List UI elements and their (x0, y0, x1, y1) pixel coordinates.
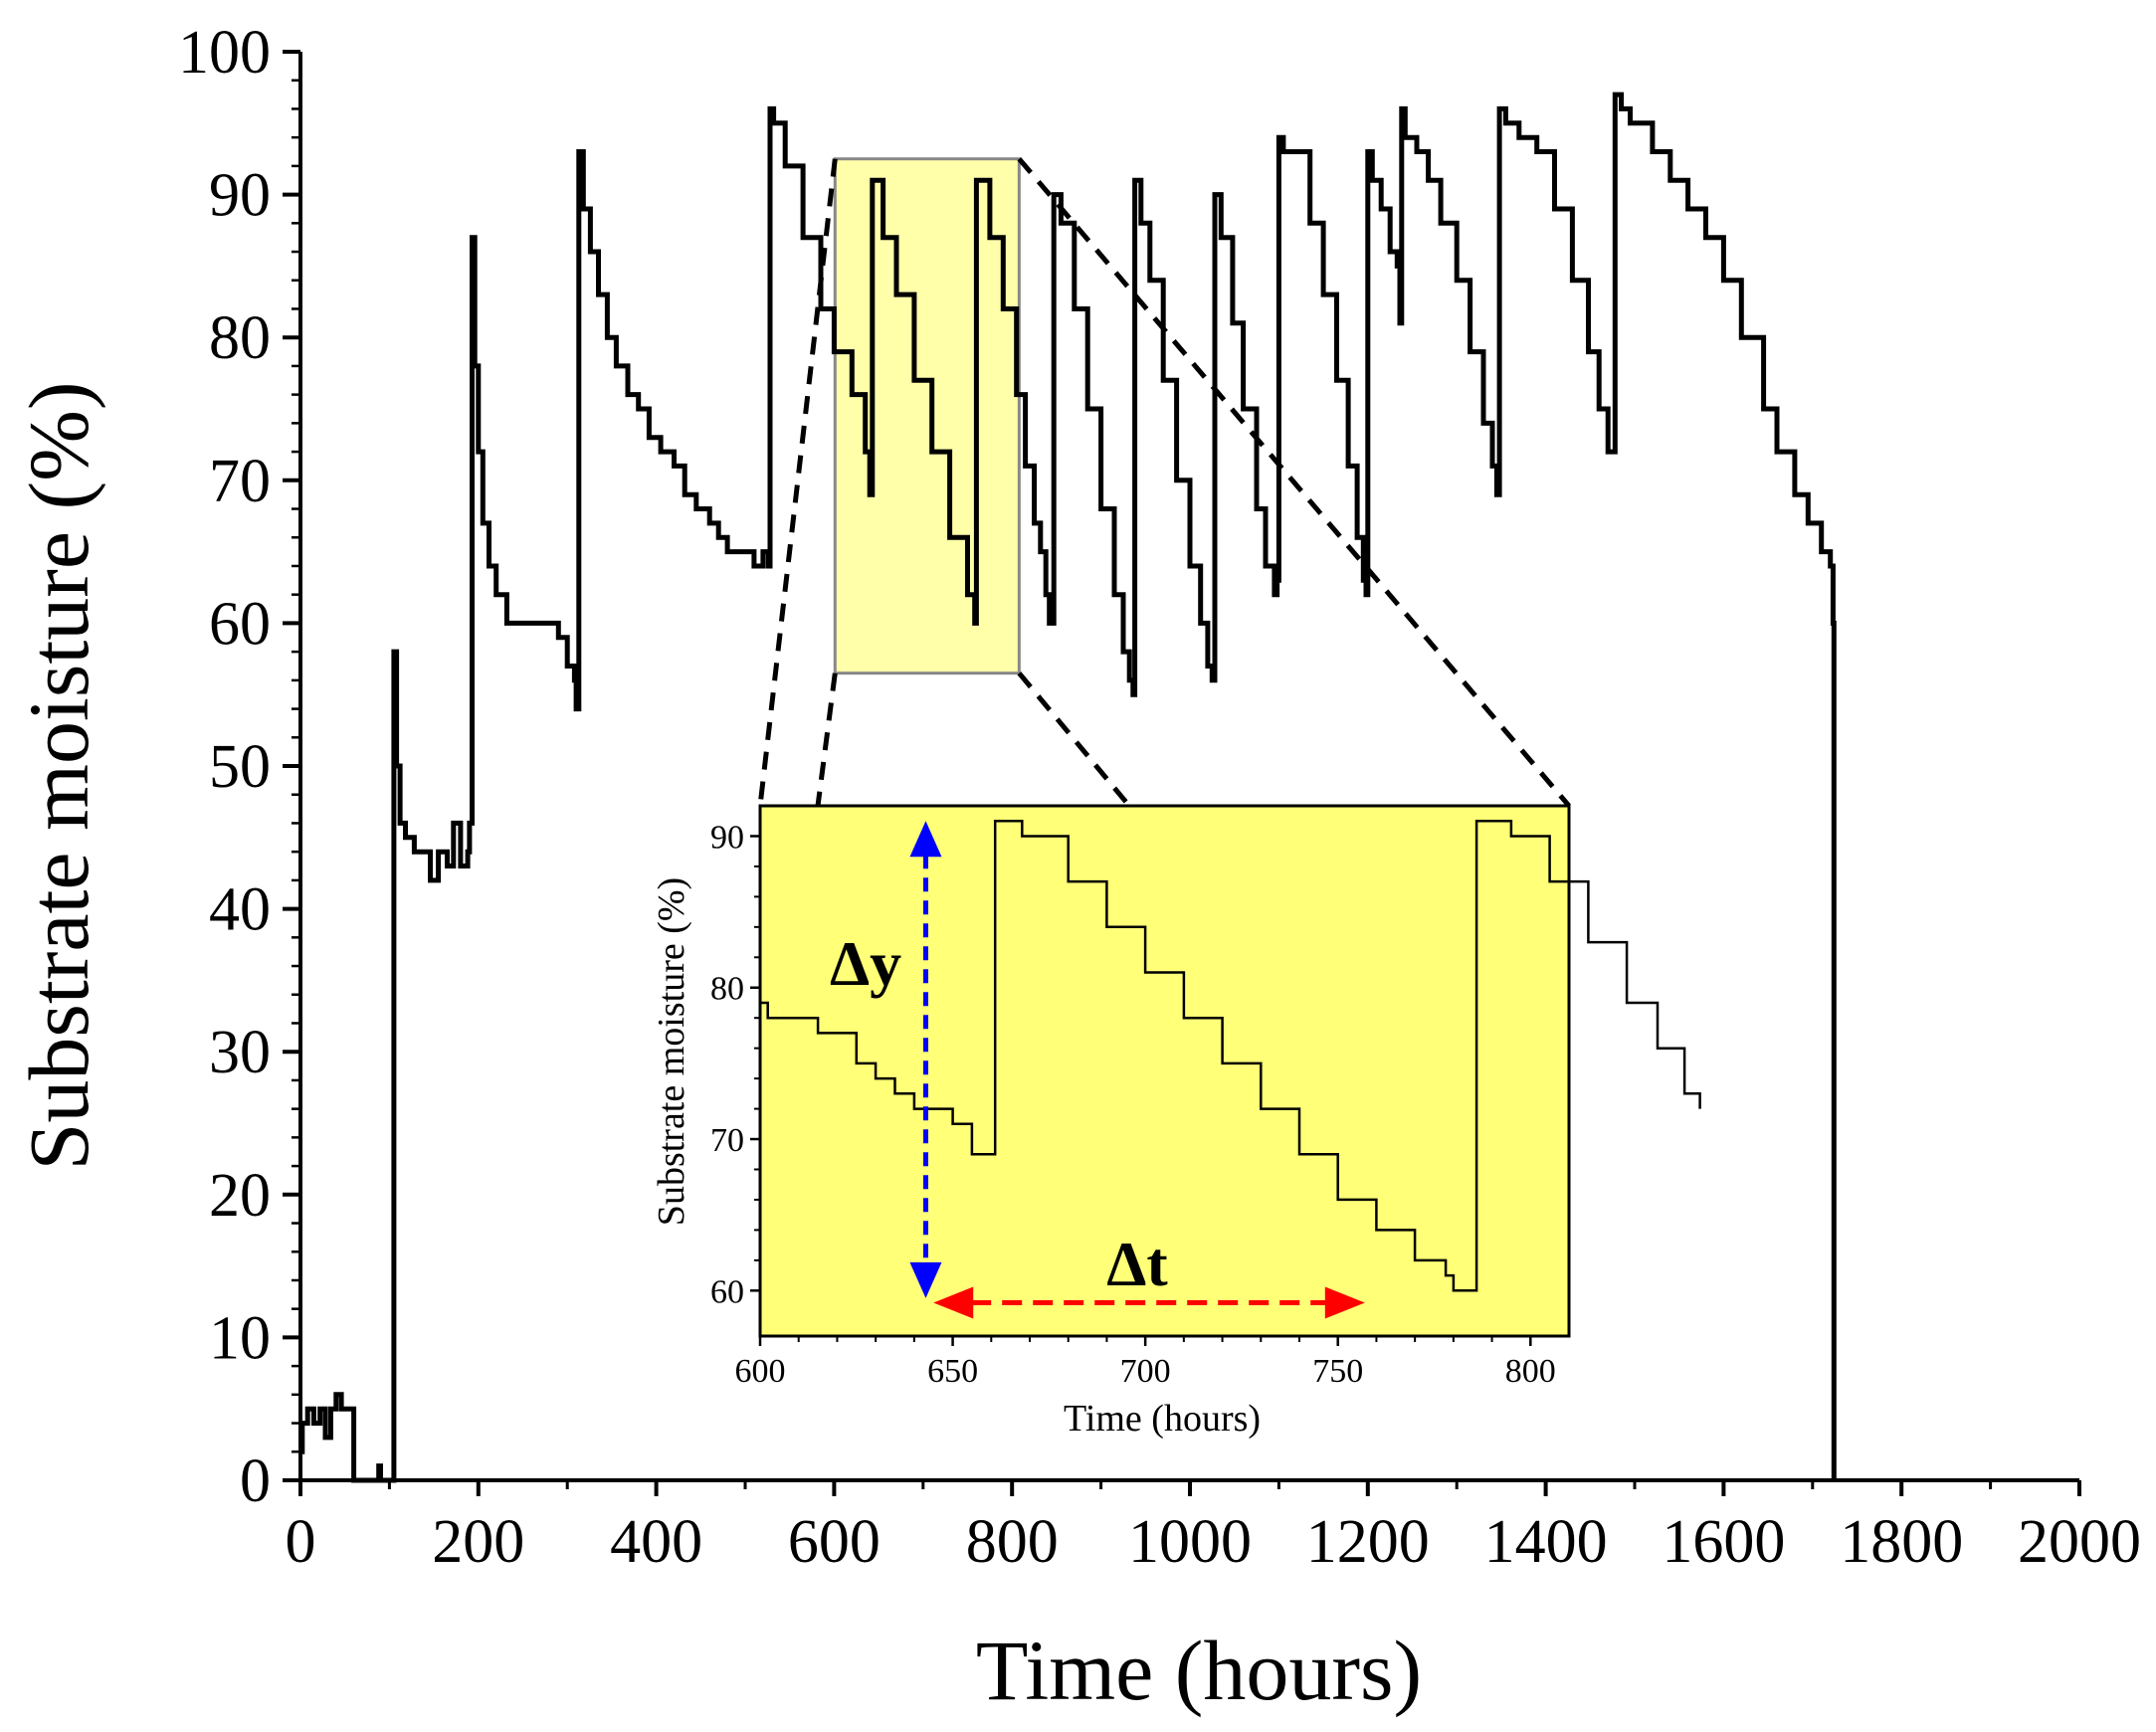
delta-t-arrow-head-right (1324, 1286, 1365, 1319)
main-y-tick-label: 100 (178, 19, 271, 87)
zoom-connector-line (815, 673, 838, 807)
main-x-tick-label: 1800 (1840, 1508, 1963, 1576)
inset-y-tick-labels: 60 70 80 90 (710, 819, 744, 1310)
main-axes (283, 50, 2081, 1496)
inset-y-tick-label: 90 (710, 819, 744, 856)
delta-t-arrow (933, 1286, 1365, 1319)
main-y-tick-label: 10 (209, 1304, 271, 1372)
inset-x-tick-label: 700 (1120, 1353, 1171, 1390)
main-y-tick-label: 70 (209, 448, 271, 515)
main-y-tick-label: 60 (209, 590, 271, 658)
delta-t-arrow-head-left (933, 1286, 974, 1319)
main-x-tick-label: 0 (286, 1508, 316, 1576)
main-y-tick-label: 40 (209, 876, 271, 944)
main-x-tick-label: 800 (966, 1508, 1059, 1576)
main-x-tick-label: 400 (610, 1508, 702, 1576)
main-x-tick-labels: 0 200 400 600 800 1000 1200 1400 1600 1800 2000 (286, 1508, 2142, 1576)
inset-plot: 600 650 700 750 800 60 70 80 90 Time (hours) Su… (651, 804, 1701, 1440)
inset-x-tick-label: 650 (927, 1353, 978, 1390)
inset-x-tick-label: 800 (1505, 1353, 1556, 1390)
main-y-tick-labels: 0 10 20 30 40 50 60 70 80 90 100 (178, 19, 271, 1515)
inset-x-axis-label: Time (hours) (1064, 1398, 1261, 1440)
inset-x-tick-label: 600 (735, 1353, 786, 1390)
main-y-axis-label: Substrate moisture (%) (11, 382, 106, 1171)
zoom-connector-line (1017, 672, 1131, 808)
main-y-tick-label: 80 (209, 304, 271, 372)
inset-y-tick-label: 60 (710, 1273, 744, 1310)
delta-y-arrow (909, 821, 942, 1298)
main-y-tick-label: 20 (209, 1162, 271, 1230)
main-x-tick-label: 200 (432, 1508, 524, 1576)
inset-x-tick-labels: 600 650 700 750 800 (735, 1353, 1556, 1390)
main-y-tick-label: 30 (209, 1019, 271, 1086)
main-x-tick-label: 1000 (1128, 1508, 1252, 1576)
delta-y-label: Δy (830, 928, 901, 999)
inset-y-tick-label: 80 (710, 971, 744, 1008)
main-x-tick-label: 600 (788, 1508, 881, 1576)
zoom-connector-line (1017, 157, 1571, 808)
main-y-tick-label: 90 (209, 162, 271, 230)
main-y-tick-label: 0 (240, 1447, 271, 1515)
inset-axes (750, 835, 1532, 1346)
zoom-connector-lines (757, 157, 1571, 808)
delta-t-label: Δt (1106, 1229, 1168, 1299)
main-x-tick-label: 1600 (1662, 1508, 1785, 1576)
inset-background (758, 804, 1571, 1338)
main-x-axis-label: Time (hours) (976, 1623, 1422, 1718)
main-x-tick-label: 1400 (1484, 1508, 1608, 1576)
inset-y-tick-label: 70 (710, 1122, 744, 1159)
main-plot: 0 200 400 600 800 1000 1200 1400 1600 1800 2000 0 1… (11, 19, 2141, 1718)
delta-y-arrow-head-bottom (909, 1261, 942, 1298)
inset-series-line (760, 819, 1701, 1292)
zoom-connector-line (757, 158, 838, 807)
main-y-tick-label: 50 (209, 733, 271, 801)
main-x-tick-label: 1200 (1306, 1508, 1430, 1576)
main-x-tick-label: 2000 (2018, 1508, 2141, 1576)
main-series-line (299, 92, 1837, 1483)
inset-x-tick-label: 750 (1312, 1353, 1363, 1390)
inset-y-axis-label: Substrate moisture (%) (651, 877, 692, 1226)
delta-y-arrow-head-top (909, 821, 942, 858)
